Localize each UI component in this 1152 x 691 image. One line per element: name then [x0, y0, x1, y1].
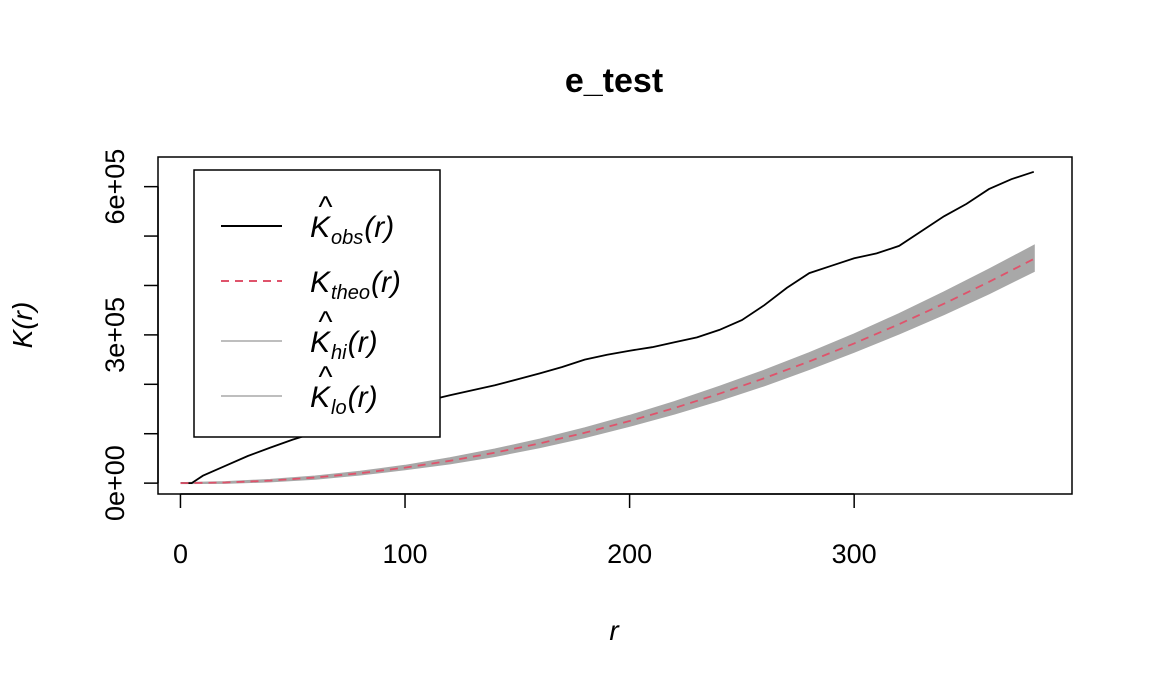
y-axis: 0e+00 3e+05 6e+05 [100, 149, 159, 521]
legend-label: Klo(r) [310, 381, 378, 419]
chart-title: e_test [565, 62, 663, 100]
legend-entry-lo: Klo(r)^ [221, 361, 378, 419]
x-tick-label: 300 [832, 539, 877, 569]
legend-hat: ^ [318, 306, 333, 339]
x-tick-label: 100 [382, 539, 427, 569]
envelope-band [180, 244, 1035, 485]
envelope-layer [180, 244, 1035, 485]
x-tick-label: 0 [173, 539, 188, 569]
x-axis: 0 100 200 300 [173, 493, 877, 569]
legend-box [193, 169, 441, 438]
legend-label: Ktheo(r) [310, 266, 401, 304]
x-axis-label: r [609, 615, 620, 646]
legend-label: Kobs(r) [310, 211, 394, 249]
x-tick-label: 200 [607, 539, 652, 569]
y-tick-label: 6e+05 [100, 149, 130, 225]
legend-hat: ^ [318, 191, 333, 224]
series-line-theo [180, 258, 1035, 484]
y-tick-label: 0e+00 [100, 445, 130, 521]
y-axis-label: K(r) [7, 302, 38, 349]
legend-hat: ^ [318, 361, 333, 394]
legend-label: Khi(r) [310, 326, 378, 364]
legend-entry-hi: Khi(r)^ [221, 306, 378, 364]
y-tick-label: 3e+05 [100, 297, 130, 373]
legend: Kobs(r)^Ktheo(r)Khi(r)^Klo(r)^ [193, 169, 441, 438]
legend-entry-theo: Ktheo(r) [221, 266, 401, 304]
legend-entry-obs: Kobs(r)^ [221, 191, 394, 249]
